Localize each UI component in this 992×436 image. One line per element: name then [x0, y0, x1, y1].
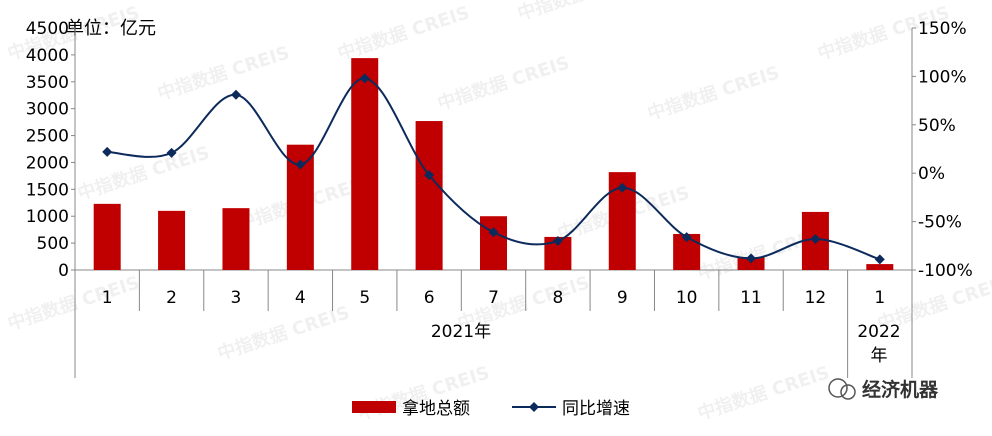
line-marker	[552, 235, 563, 246]
line-marker	[102, 146, 113, 157]
bar	[222, 208, 250, 270]
left-tick-label: 500	[37, 234, 69, 254]
x-tick-label: 5	[359, 288, 370, 308]
watermark-text: 中指数据 CREIS	[695, 361, 832, 424]
x-tick-label: 1	[102, 288, 113, 308]
x-tick-label: 6	[424, 288, 435, 308]
left-tick-label: 0	[58, 261, 69, 281]
bar	[351, 58, 379, 270]
left-tick-label: 2500	[26, 127, 69, 147]
legend-label-bar: 拿地总额	[402, 398, 470, 419]
bar	[158, 210, 186, 270]
x-tick-label: 12	[805, 288, 827, 308]
watermark-text: 中指数据 CREIS	[5, 271, 142, 334]
x-tick-label: 2	[166, 288, 177, 308]
bar	[866, 264, 894, 270]
left-tick-label: 4500	[26, 19, 69, 39]
right-tick-label: -100%	[918, 261, 973, 281]
year-group-label-2021: 2021年	[430, 322, 492, 342]
line-marker	[166, 147, 177, 158]
legend: 拿地总额 同比增速	[352, 398, 630, 419]
right-tick-label: 0%	[918, 164, 945, 184]
logo: 经济机器	[828, 378, 939, 401]
logo-text: 经济机器	[862, 378, 939, 401]
x-tick-label: 7	[488, 288, 499, 308]
line-marker	[746, 253, 757, 264]
watermark-text: 中指数据 CREIS	[155, 41, 292, 104]
line-marker	[810, 234, 821, 245]
legend-marker	[529, 402, 539, 412]
axes: 0 500 1000 1500 2000 2500 3000 3500 4000 4500 -100…	[26, 19, 973, 378]
left-tick-label: 2000	[26, 153, 69, 173]
line-series	[102, 73, 885, 265]
left-tick-label: 3000	[26, 100, 69, 120]
watermark-text: 中指数据 CREIS	[515, 0, 652, 25]
left-tick-label: 1000	[26, 207, 69, 227]
watermark-text: 中指数据 CREIS	[215, 301, 352, 364]
bar	[480, 216, 507, 270]
watermark-text: 中指数据 CREIS	[645, 61, 782, 124]
line-marker	[424, 170, 435, 181]
line-marker	[874, 254, 885, 265]
x-tick-label: 3	[231, 288, 242, 308]
x-tick-label: 1	[874, 288, 885, 308]
line-marker	[295, 159, 306, 170]
watermark-text: 中指数据 CREIS	[435, 51, 572, 114]
bar	[415, 121, 443, 270]
left-tick-label: 3500	[26, 73, 69, 93]
line-marker	[488, 227, 499, 238]
bar	[93, 203, 121, 270]
watermark-text: 中指数据 CREIS	[75, 141, 212, 204]
x-tick-label: 8	[552, 288, 563, 308]
legend-swatch-bar	[352, 401, 396, 413]
watermark-text: 中指数据 CREIS	[335, 1, 472, 64]
right-tick-label: 100%	[918, 67, 967, 87]
left-tick-label: 1500	[26, 180, 69, 200]
line-marker	[230, 89, 241, 100]
year-group-label-2022: 2022年	[857, 322, 901, 366]
unit-label: 单位：亿元	[66, 18, 156, 39]
x-tick-label: 10	[676, 288, 698, 308]
bar-series	[93, 58, 894, 270]
bar	[737, 257, 765, 270]
right-tick-label: 50%	[918, 116, 956, 136]
x-tick-label: 4	[295, 288, 306, 308]
right-tick-label: -50%	[918, 213, 962, 233]
line-marker	[359, 73, 370, 84]
left-tick-label: 4000	[26, 46, 69, 66]
x-tick-label: 9	[617, 288, 628, 308]
x-tick-label: 11	[740, 288, 762, 308]
right-tick-label: 150%	[918, 19, 967, 39]
line-marker	[681, 232, 692, 243]
line-marker	[617, 182, 628, 193]
legend-label-line: 同比增速	[562, 399, 630, 419]
